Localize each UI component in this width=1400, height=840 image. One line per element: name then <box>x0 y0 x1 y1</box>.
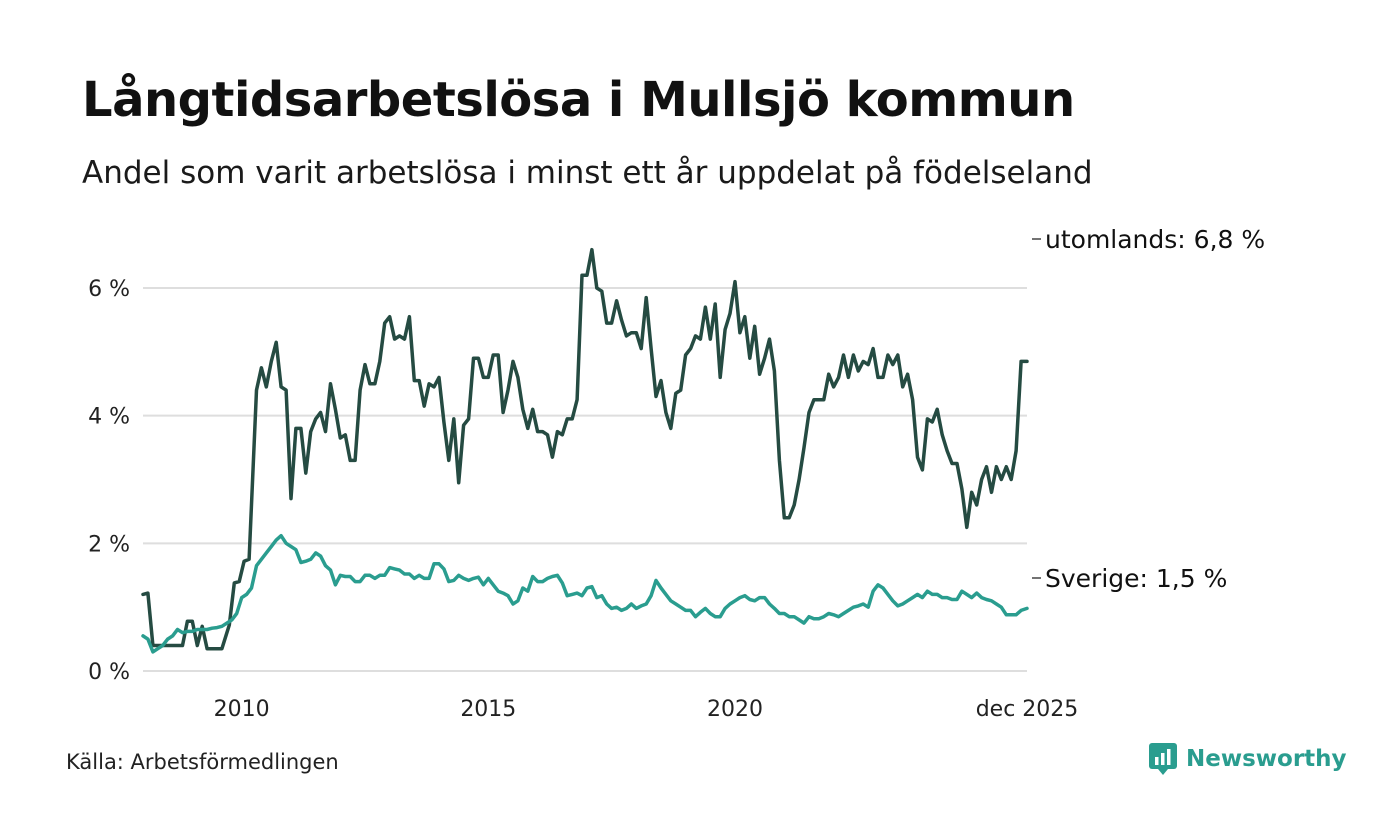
series-line-sverige <box>143 536 1027 652</box>
series-lines <box>143 250 1027 652</box>
y-tick-label: 0 % <box>88 660 130 685</box>
brand-name: Newsworthy <box>1186 746 1347 772</box>
brand-logo[interactable]: Newsworthy <box>1148 742 1347 776</box>
y-tick-label: 6 % <box>88 277 130 302</box>
y-tick-label: 4 % <box>88 405 130 430</box>
x-tick-label: 2010 <box>214 697 270 722</box>
x-tick-label: dec 2025 <box>976 697 1079 722</box>
x-tick-label: 2020 <box>707 697 763 722</box>
line-chart: 0 % 2 % 4 % 6 % 2010 2015 2020 dec 2025 utomla… <box>0 0 1400 840</box>
x-tick-label: 2015 <box>460 697 516 722</box>
end-label-utomlands: utomlands: 6,8 % <box>1045 225 1265 254</box>
source-note: Källa: Arbetsförmedlingen <box>66 750 339 774</box>
series-end-labels: utomlands: 6,8 % Sverige: 1,5 % <box>1032 225 1265 593</box>
y-axis-tick-labels: 0 % 2 % 4 % 6 % <box>88 277 130 685</box>
newsworthy-logo-icon <box>1148 742 1178 776</box>
y-tick-label: 2 % <box>88 532 130 557</box>
x-axis-tick-labels: 2010 2015 2020 dec 2025 <box>214 697 1079 722</box>
end-label-sverige: Sverige: 1,5 % <box>1045 564 1227 593</box>
